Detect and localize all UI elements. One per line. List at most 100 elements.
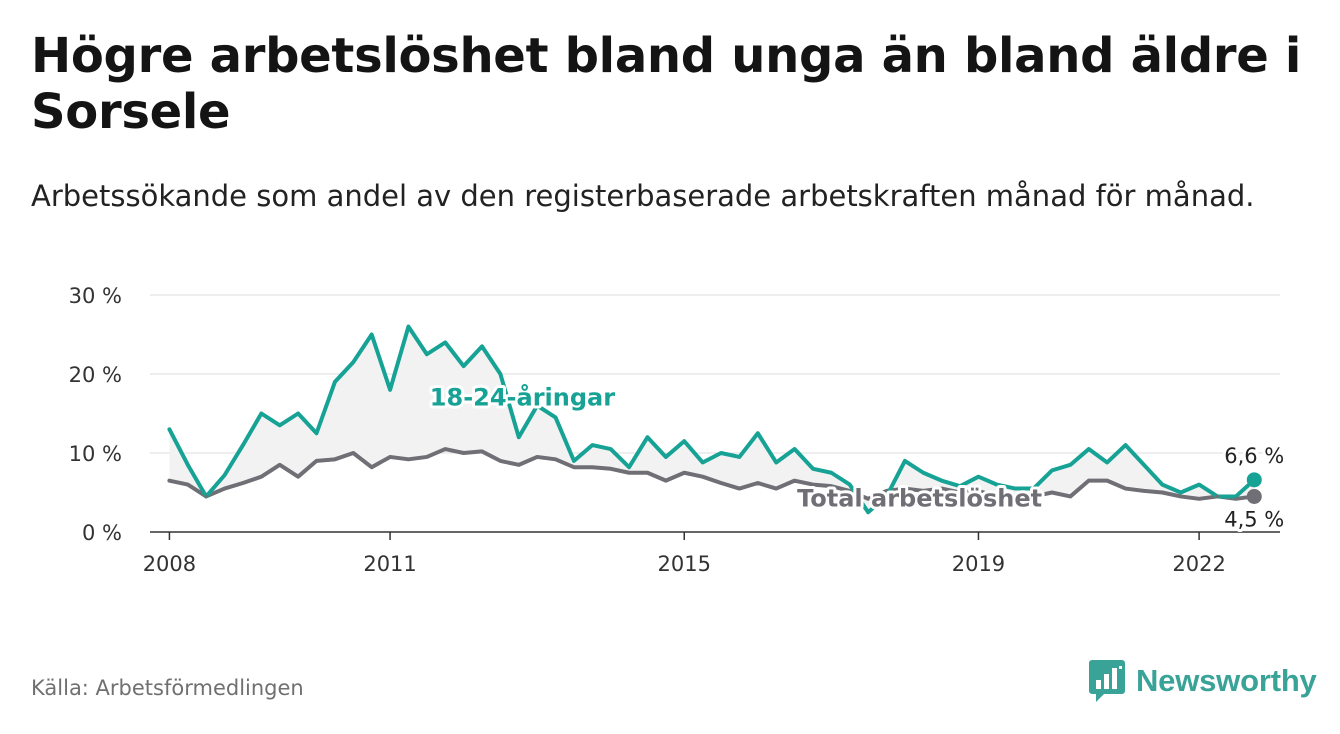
data-point-total: [462, 451, 466, 455]
data-point-total: [443, 447, 447, 451]
chart-title: Högre arbetslöshet bland unga än bland ä…: [31, 28, 1302, 140]
data-point-total: [627, 471, 631, 475]
data-point-youth: [443, 340, 447, 344]
data-point-total: [1215, 494, 1220, 499]
data-point-total: [848, 489, 852, 493]
data-point-total: [811, 483, 815, 487]
data-point-youth: [756, 431, 760, 435]
series-line-total: [167, 447, 1257, 501]
data-point-youth: [627, 465, 631, 469]
data-point-total: [572, 465, 576, 469]
data-point-youth: [572, 459, 576, 463]
data-point-youth: [682, 439, 686, 443]
x-tick-label: 2008: [143, 552, 196, 576]
data-point-total: [1142, 489, 1146, 493]
data-point-youth: [995, 483, 999, 487]
data-point-youth: [498, 372, 502, 376]
data-point-youth: [1197, 483, 1201, 487]
data-point-youth: [278, 423, 282, 427]
x-tick-label: 2019: [952, 552, 1005, 576]
data-point-youth: [186, 463, 190, 467]
chart-subtitle: Arbetssökande som andel av den registerb…: [31, 179, 1255, 213]
brand[interactable]: Newsworthy: [1088, 658, 1317, 704]
data-point-youth: [535, 404, 539, 408]
data-point-total: [1197, 497, 1201, 501]
data-point-total: [1234, 497, 1238, 501]
data-point-total: [921, 489, 925, 493]
data-point-youth: [958, 484, 962, 488]
data-point-youth: [1234, 494, 1238, 499]
data-point-total: [553, 457, 558, 461]
y-tick-label: 30 %: [69, 284, 122, 308]
data-point-youth: [1123, 443, 1128, 447]
line-chart: 0 % 10 % 20 % 30 % 2008 2011 2015 2019 2022 18-24…: [69, 284, 1288, 576]
data-point-total: [903, 486, 907, 491]
data-point-youth: [609, 447, 613, 451]
data-point-total: [719, 481, 723, 485]
data-point-total: [701, 475, 705, 479]
data-point-youth: [645, 435, 650, 439]
data-point-total: [884, 489, 889, 493]
data-point-total: [1032, 494, 1036, 499]
data-point-total: [204, 494, 208, 499]
series-label-total: Total arbetslöshet: [797, 485, 1042, 513]
data-point-youth: [1050, 468, 1054, 472]
data-point-total: [296, 475, 300, 479]
data-point-youth: [222, 473, 227, 477]
brand-name: Newsworthy: [1136, 663, 1317, 698]
series-line-youth: [167, 324, 1257, 515]
data-point-youth: [884, 494, 889, 499]
data-point-youth: [866, 510, 870, 514]
source-note: Källa: Arbetsförmedlingen: [31, 676, 304, 700]
y-tick-label: 20 %: [69, 363, 122, 387]
data-point-youth: [241, 443, 245, 447]
y-tick-label: 10 %: [69, 442, 122, 466]
data-point-total: [222, 486, 227, 491]
data-point-total: [425, 455, 429, 459]
data-point-youth: [1068, 463, 1072, 467]
data-point-total: [259, 475, 263, 479]
data-point-total: [958, 490, 962, 495]
data-point-youth: [167, 427, 172, 431]
data-point-youth: [1087, 447, 1091, 451]
data-point-total: [314, 459, 319, 463]
data-point-total: [480, 449, 484, 454]
data-point-total: [995, 494, 999, 499]
series-label-youth: 18-24-åringar: [430, 383, 615, 412]
y-tick-label: 0 %: [82, 521, 122, 545]
end-marker-total: [1246, 488, 1262, 504]
data-point-total: [1179, 494, 1183, 499]
data-point-total: [498, 459, 502, 463]
data-point-youth: [590, 443, 594, 447]
data-point-youth: [462, 364, 466, 368]
data-point-youth: [406, 325, 411, 329]
data-point-youth: [425, 352, 429, 356]
data-point-total: [866, 497, 870, 501]
data-point-total: [388, 455, 392, 459]
data-point-youth: [701, 460, 705, 465]
data-point-youth: [553, 415, 558, 420]
data-point-youth: [719, 451, 723, 455]
data-point-youth: [296, 411, 300, 416]
data-point-youth: [737, 455, 742, 459]
data-point-youth: [517, 435, 521, 439]
data-point-youth: [848, 483, 852, 487]
data-point-youth: [811, 467, 815, 471]
data-point-youth: [370, 332, 374, 337]
data-point-total: [829, 484, 833, 488]
end-value-label-youth: 6,6 %: [1224, 444, 1284, 468]
area-between-series: [169, 326, 1255, 513]
data-point-youth: [976, 475, 981, 479]
data-point-total: [1087, 479, 1091, 483]
data-point-youth: [1105, 460, 1109, 465]
data-point-youth: [1179, 490, 1183, 495]
data-point-total: [351, 451, 355, 455]
data-point-youth: [480, 344, 484, 348]
data-point-youth: [1142, 463, 1146, 467]
data-point-total: [664, 479, 668, 483]
data-point-total: [1160, 490, 1164, 495]
data-point-total: [792, 479, 797, 483]
data-point-total: [976, 489, 981, 493]
data-point-total: [737, 486, 742, 491]
data-point-youth: [388, 388, 392, 392]
